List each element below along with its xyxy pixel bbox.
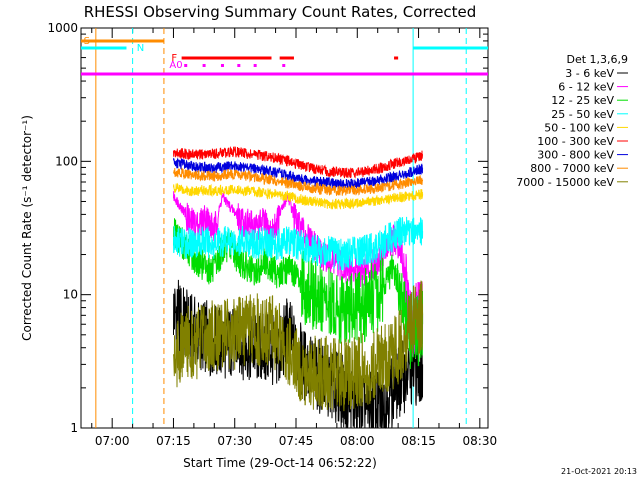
x-tick-label: 08:30 [463,434,498,448]
attenuator-dot [253,64,257,67]
y-tick-label: 10 [63,288,78,302]
y-tick-label: 1000 [47,21,78,35]
flare-label: F [171,53,177,64]
legend-label: 12 - 25 keV [551,94,614,107]
legend-label: 800 - 7000 keV [530,162,614,175]
legend-title: Det 1,3,6,9 [566,53,628,66]
x-tick-label: 08:15 [401,434,436,448]
saa-label: S [84,36,90,47]
timestamp: 21-Oct-2021 20:13 [561,467,637,476]
night-label: N [137,43,144,54]
y-tick-label: 100 [55,154,78,168]
series-line [173,157,424,191]
series-line [173,218,424,370]
series-line [173,216,424,271]
attenuator-dot [184,64,188,67]
series-line [173,167,424,196]
x-tick-label: 07:00 [95,434,130,448]
legend-label: 3 - 6 keV [565,67,614,80]
attenuator-dot [220,64,224,67]
attenuator-dot [282,64,286,67]
series-line [173,182,424,210]
series-line [173,280,424,412]
x-tick-label: 07:30 [217,434,252,448]
x-axis-label: Start Time (29-Oct-14 06:52:22) [183,456,377,470]
legend-label: 100 - 300 keV [537,135,614,148]
legend-label: 50 - 100 keV [544,121,614,134]
legend-label: 6 - 12 keV [558,81,614,94]
x-tick-label: 07:15 [156,434,191,448]
attenuator-label: A0 [169,60,182,71]
x-tick-label: 08:00 [340,434,375,448]
series-layer [173,145,424,429]
y-axis: 1 10 100 1000 [47,21,488,435]
y-axis-label: Corrected Count Rate (s⁻¹ detector⁻¹) [20,115,34,341]
y-tick-label: 1 [70,421,78,435]
legend-label: 7000 - 15000 keV [516,176,614,189]
attenuator-dot [202,64,206,67]
legend-label: 300 - 800 keV [537,149,614,162]
attenuator-dot [237,64,241,67]
x-tick-label: 07:45 [279,434,314,448]
series-line [173,145,424,179]
annotation-bars: S N FA0 [81,36,488,76]
x-axis: 07:00 07:15 07:30 07:45 08:00 08:15 08:30 [91,28,498,448]
chart-title: RHESSI Observing Summary Count Rates, Co… [84,3,477,21]
plot-frame [80,27,489,429]
legend-label: 25 - 50 keV [551,108,614,121]
plot-area: S N FA0 [81,28,488,429]
